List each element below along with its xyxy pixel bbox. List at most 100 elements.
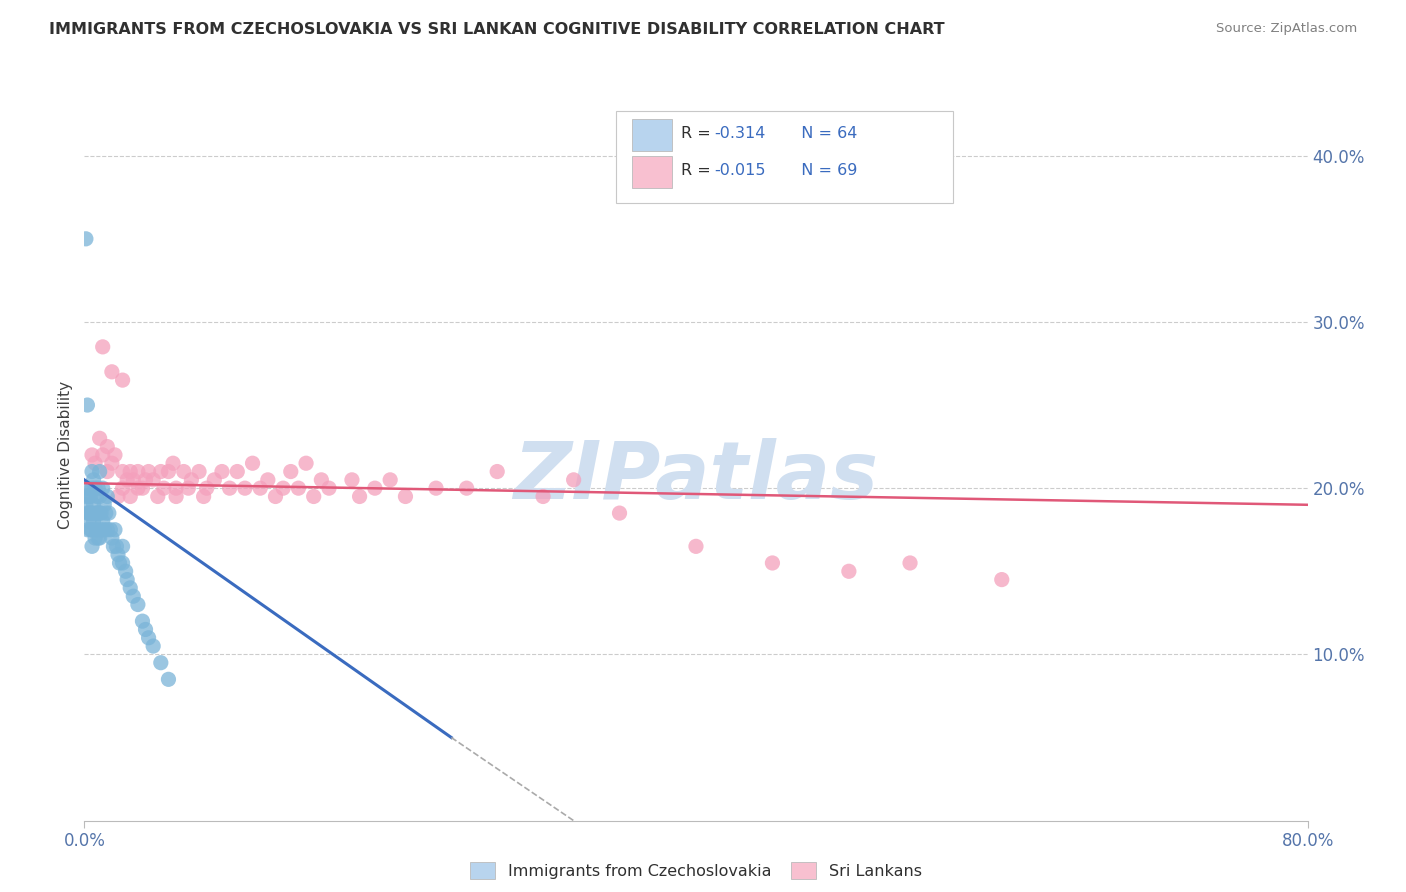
Point	[131, 614, 153, 628]
Point	[79, 506, 101, 520]
Point	[138, 465, 160, 479]
Point	[75, 232, 97, 246]
Point	[193, 490, 215, 504]
Point	[96, 523, 118, 537]
Point	[105, 539, 128, 553]
Point	[101, 365, 124, 379]
Point	[425, 481, 447, 495]
Point	[111, 465, 134, 479]
Point	[295, 456, 318, 470]
Point	[96, 465, 118, 479]
Point	[86, 506, 108, 520]
Point	[84, 456, 107, 470]
Point	[91, 340, 114, 354]
FancyBboxPatch shape	[633, 120, 672, 152]
Point	[90, 523, 112, 537]
Point	[135, 623, 157, 637]
Point	[394, 490, 416, 504]
Text: N = 69: N = 69	[792, 163, 858, 178]
Point	[79, 490, 101, 504]
Point	[991, 573, 1014, 587]
Point	[165, 490, 187, 504]
Point	[311, 473, 333, 487]
Point	[77, 490, 100, 504]
Point	[318, 481, 340, 495]
Point	[84, 481, 107, 495]
Text: R =: R =	[682, 163, 716, 178]
Text: N = 64: N = 64	[792, 127, 858, 141]
Point	[264, 490, 287, 504]
Point	[302, 490, 325, 504]
Point	[111, 373, 134, 387]
Point	[122, 473, 145, 487]
Point	[280, 465, 302, 479]
Point	[93, 523, 115, 537]
Point	[202, 473, 225, 487]
Point	[271, 481, 294, 495]
Point	[75, 490, 97, 504]
Point	[89, 506, 111, 520]
Point	[120, 465, 142, 479]
Text: -0.314: -0.314	[714, 127, 766, 141]
Point	[86, 490, 108, 504]
Text: -0.015: -0.015	[714, 163, 766, 178]
Point	[108, 556, 131, 570]
Point	[115, 573, 138, 587]
Point	[486, 465, 509, 479]
Point	[91, 448, 114, 462]
Point	[89, 431, 111, 445]
Point	[349, 490, 371, 504]
Point	[531, 490, 554, 504]
Point	[114, 564, 136, 578]
Point	[211, 465, 233, 479]
Point	[83, 498, 105, 512]
Point	[149, 656, 172, 670]
Point	[142, 473, 165, 487]
Point	[138, 631, 160, 645]
Point	[249, 481, 271, 495]
Point	[76, 398, 98, 412]
Point	[75, 498, 97, 512]
Point	[122, 589, 145, 603]
Point	[104, 523, 127, 537]
Point	[562, 473, 585, 487]
Point	[456, 481, 478, 495]
Point	[77, 506, 100, 520]
Point	[76, 523, 98, 537]
Point	[111, 556, 134, 570]
Point	[84, 506, 107, 520]
Text: IMMIGRANTS FROM CZECHOSLOVAKIA VS SRI LANKAN COGNITIVE DISABILITY CORRELATION CH: IMMIGRANTS FROM CZECHOSLOVAKIA VS SRI LA…	[49, 22, 945, 37]
FancyBboxPatch shape	[633, 156, 672, 188]
Point	[898, 556, 921, 570]
Point	[80, 506, 103, 520]
Point	[87, 531, 110, 545]
Point	[101, 456, 124, 470]
Point	[96, 440, 118, 454]
Text: R =: R =	[682, 127, 716, 141]
Point	[173, 465, 195, 479]
Point	[91, 481, 114, 495]
Point	[76, 481, 98, 495]
Point	[120, 581, 142, 595]
Point	[101, 531, 124, 545]
Point	[97, 506, 120, 520]
Legend: Immigrants from Czechoslovakia, Sri Lankans: Immigrants from Czechoslovakia, Sri Lank…	[464, 855, 928, 886]
Point	[103, 539, 125, 553]
Point	[609, 506, 631, 520]
Point	[180, 473, 202, 487]
Point	[287, 481, 309, 495]
FancyBboxPatch shape	[616, 112, 953, 202]
Point	[80, 465, 103, 479]
Point	[157, 465, 180, 479]
Point	[91, 515, 114, 529]
Point	[153, 481, 176, 495]
Point	[188, 465, 211, 479]
Point	[83, 515, 105, 529]
Point	[142, 639, 165, 653]
Point	[226, 465, 249, 479]
Point	[131, 481, 153, 495]
Point	[127, 598, 149, 612]
Point	[89, 531, 111, 545]
Point	[761, 556, 783, 570]
Point	[127, 465, 149, 479]
